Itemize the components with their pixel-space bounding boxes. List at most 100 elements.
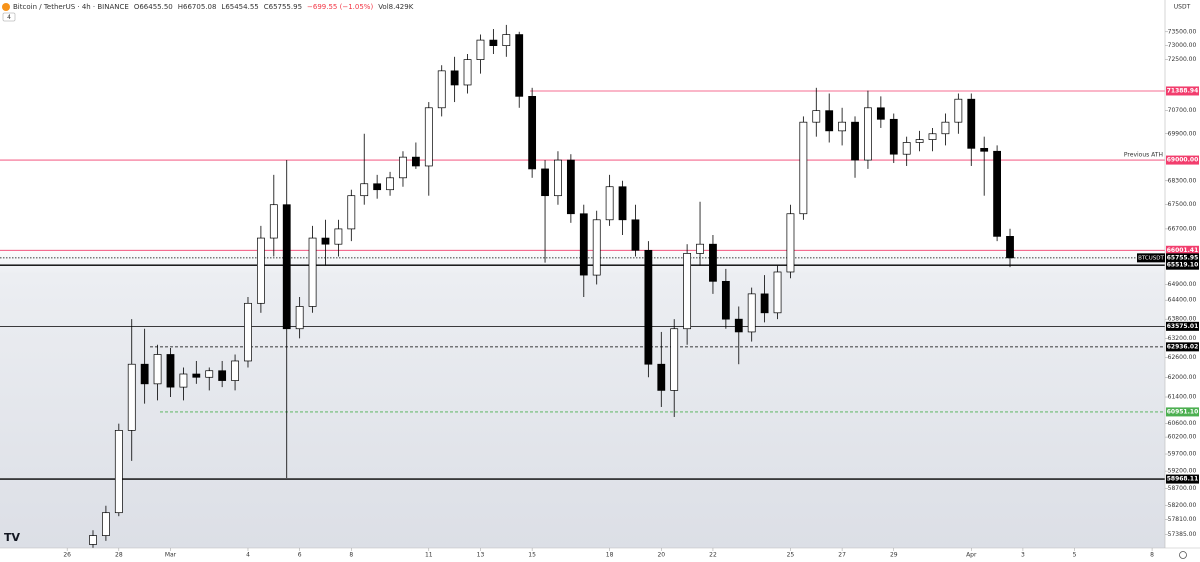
y-tick-label: 60200.00	[1168, 434, 1197, 441]
y-tick-label: 62600.00	[1168, 354, 1197, 361]
price-level-box	[1166, 342, 1199, 352]
candle-body	[541, 168, 549, 197]
candle-body	[399, 156, 407, 179]
candle-body	[489, 39, 498, 47]
x-tick-label: 8	[1150, 552, 1154, 559]
y-tick-label: 64900.00	[1168, 281, 1197, 288]
time-axis	[0, 548, 1165, 562]
candle-body	[566, 159, 575, 215]
x-tick-label: 8	[349, 552, 353, 559]
price-level-box	[1166, 86, 1199, 96]
currency[interactable]: USDT	[1174, 4, 1191, 11]
candle-body	[114, 430, 123, 514]
candle-body	[321, 237, 330, 245]
x-tick-label: 28	[115, 552, 123, 559]
x-tick-label: 20	[657, 552, 665, 559]
x-tick-label: 15	[528, 552, 536, 559]
ohlc-value: L65454.55	[221, 3, 258, 11]
candle-body	[502, 34, 511, 47]
y-tick-label: 73000.00	[1168, 42, 1197, 49]
x-tick-label: Mar	[165, 552, 177, 559]
candle-body	[670, 328, 679, 391]
y-tick-label: 63200.00	[1168, 335, 1197, 342]
y-tick-label: 73500.00	[1168, 28, 1197, 35]
candle-body	[993, 150, 1001, 237]
settings-button[interactable]	[1179, 551, 1187, 559]
symbol-logo	[2, 3, 10, 11]
candle-body	[709, 243, 717, 282]
ohlc-value: −699.55 (−1.05%)	[307, 3, 373, 11]
x-tick-label: 11	[425, 552, 433, 559]
symbol: Bitcoin / TetherUS · 4h · BINANCE	[13, 3, 129, 11]
candle-body	[721, 280, 730, 320]
candle-body	[696, 243, 704, 254]
candle-body	[915, 139, 924, 143]
price-level-label: 66001.41	[1167, 247, 1199, 254]
candle-body	[347, 195, 356, 230]
candle-body	[980, 147, 989, 152]
price-level-box	[1166, 321, 1199, 331]
candle-body	[295, 306, 304, 330]
axes: 73500.00 73000.00 72500.00 70700.00 69900.00…	[63, 28, 1199, 559]
candle-body	[386, 177, 394, 191]
x-tick-label: 25	[787, 552, 795, 559]
candle-body	[864, 107, 872, 161]
candle-body	[463, 59, 472, 86]
tv-logo: TV	[4, 531, 21, 544]
candle-body	[967, 98, 976, 149]
candle-body	[308, 237, 317, 307]
candle-body	[89, 535, 97, 545]
volume: Vol8.429K	[378, 3, 414, 11]
candle-body	[231, 360, 239, 381]
y-tick-label: 67500.00	[1168, 201, 1197, 208]
candle-body	[373, 183, 382, 191]
y-tick-label: 59200.00	[1168, 468, 1197, 475]
candle-body	[786, 213, 795, 273]
candle-body	[437, 70, 446, 109]
candle-body	[450, 70, 459, 86]
candle-body	[127, 363, 136, 431]
x-tick-label: 18	[606, 552, 614, 559]
y-tick-label: 63800.00	[1168, 316, 1197, 323]
price-level-box	[1166, 260, 1199, 270]
indicator-count: 4	[7, 14, 11, 21]
candle-body	[269, 204, 278, 239]
price-level-box	[1166, 253, 1199, 263]
candle-body	[334, 228, 343, 245]
candle-body	[851, 121, 859, 161]
price-level-box	[1166, 407, 1199, 417]
price-level-label: 63575.01	[1167, 323, 1199, 330]
candle-body	[192, 373, 201, 378]
candle-body	[760, 293, 769, 314]
ohlc-value: C65755.95	[264, 3, 302, 11]
candle-body	[140, 363, 149, 385]
y-tick-label: 64400.00	[1168, 297, 1197, 304]
x-tick-label: 13	[477, 552, 485, 559]
y-tick-label: 58700.00	[1168, 485, 1197, 492]
candle-body	[773, 271, 782, 314]
price-level-box	[1166, 245, 1199, 255]
candle-body	[838, 121, 847, 132]
indicator-toggle[interactable]	[2, 12, 16, 22]
plot-area	[0, 24, 1165, 548]
candle-body	[282, 204, 291, 330]
candle-body	[592, 219, 601, 276]
candle-body	[747, 293, 756, 333]
candle-body	[657, 363, 666, 391]
header: Bitcoin / TetherUS · 4h · BINANCE O66455.…	[13, 3, 414, 11]
candle-body	[605, 186, 614, 221]
candle-body	[954, 98, 963, 123]
candle-body	[799, 121, 808, 215]
price-level-box	[1166, 155, 1199, 165]
y-tick-label: 58200.00	[1168, 502, 1197, 509]
y-tick-label: 57810.00	[1168, 516, 1197, 523]
x-tick-label: 3	[1021, 552, 1025, 559]
price-level-label: 65519.10	[1167, 262, 1199, 269]
candle-body	[528, 95, 537, 170]
price-level-label: 62936.02	[1167, 343, 1199, 350]
x-tick-label: 22	[709, 552, 717, 559]
ohlc-value: O66455.50	[134, 3, 173, 11]
candle-body	[424, 107, 433, 167]
price-level-note: Previous ATH	[1124, 152, 1163, 159]
